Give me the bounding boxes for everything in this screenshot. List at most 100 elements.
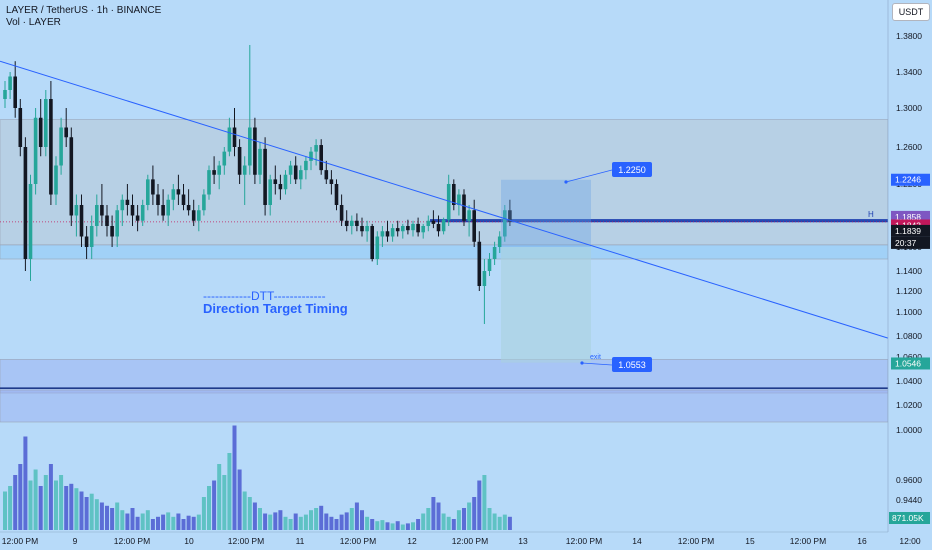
candle-body [431, 220, 436, 224]
volume-bar [390, 523, 395, 530]
y-tick-label: 1.3400 [896, 67, 922, 77]
candle-body [13, 76, 17, 108]
volume-bar [105, 505, 109, 530]
candle-body [375, 236, 380, 259]
target-label-bg [612, 162, 652, 177]
volume-bar [171, 516, 176, 530]
volume-bar [380, 520, 385, 530]
candle-body [324, 170, 329, 180]
x-tick-label: 9 [73, 536, 78, 546]
candle-body [304, 160, 308, 171]
volume-bar [13, 475, 18, 530]
volume-bar [110, 508, 115, 530]
volume-bar [462, 508, 466, 530]
candle-body [23, 147, 28, 259]
volume-bar [314, 508, 319, 530]
x-tick-label: 12:00 PM [340, 536, 376, 546]
volume-bar [329, 516, 334, 530]
volume-bar [334, 519, 339, 530]
volume-bar [54, 480, 58, 530]
candle-body [191, 210, 196, 221]
candle-body [253, 127, 257, 175]
volume-bar [212, 480, 217, 530]
candle-body [212, 170, 216, 175]
price-label-bg [891, 357, 930, 370]
candle-body [89, 226, 94, 247]
candle-body [426, 220, 431, 226]
candle-body [54, 165, 58, 195]
volume-bar [18, 464, 23, 530]
candle-body [28, 184, 33, 259]
x-tick-label: 13 [518, 536, 528, 546]
candle-body [227, 127, 232, 152]
x-tick-label: 12:00 [899, 536, 921, 546]
y-tick-label: 0.9440 [896, 495, 922, 505]
price-label: 1.1858 [895, 212, 921, 222]
target-connector [565, 169, 613, 183]
candle-body [18, 108, 23, 147]
candle-body [120, 199, 125, 211]
volume-bar [436, 502, 441, 530]
candle-body [467, 210, 471, 221]
candle-body [38, 117, 43, 147]
volume-bar [278, 510, 283, 530]
volume-bar [120, 510, 125, 530]
candle-body [125, 199, 130, 205]
candle-body [350, 220, 354, 226]
volume-bar [161, 514, 166, 530]
volume-indicator-label[interactable]: Vol · LAYER [6, 17, 61, 28]
volume-bar [375, 521, 380, 530]
exit-connector [581, 362, 613, 366]
volume-bar [405, 523, 410, 530]
volume-bar [421, 513, 426, 530]
volume-bar [252, 502, 257, 530]
x-tick-label: 12:00 PM [678, 536, 714, 546]
y-tick-label: 1.2600 [896, 142, 922, 152]
candle-body [446, 184, 451, 220]
volume-bar [298, 516, 303, 530]
candle-body [334, 184, 339, 205]
volume-bar [84, 497, 89, 530]
volume-bar [227, 453, 232, 530]
currency-badge[interactable]: USDT [892, 3, 930, 21]
volume-bar [268, 514, 273, 530]
volume-bar [395, 521, 400, 530]
x-tick-label: 12:00 PM [566, 536, 602, 546]
volume-bar [242, 491, 247, 530]
candle-body [242, 165, 247, 175]
candle-body [79, 205, 84, 237]
candle-body [288, 165, 293, 175]
volume-bar [59, 475, 64, 530]
target-box [501, 179, 591, 247]
volume-bar [426, 508, 431, 530]
y-tick-label: 1.3800 [896, 31, 922, 41]
candle-body [477, 241, 482, 286]
candle-body [380, 231, 385, 237]
candle-body [390, 228, 395, 237]
level-marker: H [868, 210, 874, 219]
symbol-title[interactable]: LAYER / TetherUS · 1h · BINANCE [6, 5, 162, 16]
x-tick-label: 12:00 PM [452, 536, 488, 546]
candle-body [217, 165, 221, 175]
volume-bar [74, 488, 79, 530]
volume-bar [497, 516, 502, 530]
volume-bar [492, 513, 497, 530]
volume-bar [487, 508, 492, 530]
volume-bar [191, 516, 196, 530]
y-tick-label: 1.1200 [896, 286, 922, 296]
x-tick-label: 12 [407, 536, 417, 546]
volume-bar [69, 483, 74, 530]
candle-body [59, 127, 63, 166]
volume-bar [140, 513, 145, 530]
target-dot [564, 180, 568, 184]
candle-body [293, 165, 298, 180]
exit-tag: exit [590, 354, 601, 361]
volume-bar [3, 491, 7, 530]
volume-bar [115, 502, 120, 530]
exit-label-bg [612, 357, 652, 372]
candle-body [49, 99, 53, 195]
candle-body [395, 228, 400, 232]
candle-body [232, 127, 237, 147]
x-tick-label: 14 [632, 536, 642, 546]
